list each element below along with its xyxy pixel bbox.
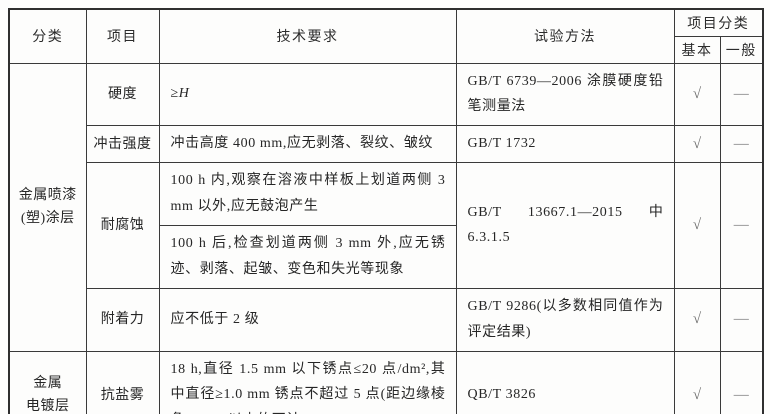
requirement-cell-hardness: ≥H: [158, 62, 457, 127]
header-basic: 基本: [673, 35, 721, 64]
category-cell-paint-coating: 金属喷漆 (塑)涂层: [8, 62, 87, 352]
method-cell-corrosion: GB/T 13667.1—2015 中 6.3.1.5: [455, 162, 675, 289]
header-general: 一般: [719, 35, 764, 64]
category-line: 金属喷漆: [18, 187, 77, 203]
method-cell-hardness: GB/T 6739—2006 涂膜硬度铅笔测量法: [455, 62, 675, 127]
general-dash-impact: —: [719, 125, 764, 164]
general-dash-adhesion: —: [719, 287, 764, 352]
header-item: 项目: [85, 8, 160, 64]
header-item-class: 项目分类: [673, 8, 764, 37]
requirement-cell-impact: 冲击高度 400 mm,应无剥落、裂纹、皱纹: [158, 125, 457, 164]
item-cell-corrosion: 耐腐蚀: [85, 162, 160, 289]
spec-table: 分类 项目 技术要求 试验方法 项目分类 基本 一般 金属喷漆 (塑)涂层 硬度…: [8, 8, 764, 414]
requirement-cell-adhesion: 应不低于 2 级: [158, 287, 457, 352]
geq-symbol: ≥: [170, 86, 179, 102]
basic-check-adhesion: √: [673, 287, 721, 352]
header-category: 分类: [8, 8, 87, 64]
basic-check-hardness: √: [673, 62, 721, 127]
header-requirement: 技术要求: [158, 8, 457, 64]
basic-check-impact: √: [673, 125, 721, 164]
general-dash-hardness: —: [719, 62, 764, 127]
method-cell-impact: GB/T 1732: [455, 125, 675, 164]
item-cell-salt-spray: 抗盐雾: [85, 350, 160, 414]
general-dash-corrosion: —: [719, 162, 764, 289]
category-line: 金属: [33, 376, 63, 392]
category-line: 电镀层: [26, 399, 70, 414]
basic-check-corrosion: √: [673, 162, 721, 289]
requirement-cell-salt-spray: 18 h,直径 1.5 mm 以下锈点≤20 点/dm²,其中直径≥1.0 mm…: [158, 350, 457, 414]
requirement-cell-corrosion-a: 100 h 内,观察在溶液中样板上划道两侧 3 mm 以外,应无鼓泡产生: [158, 162, 457, 226]
general-dash-salt-spray: —: [719, 350, 764, 414]
hardness-grade: H: [178, 86, 190, 102]
basic-check-salt-spray: √: [673, 350, 721, 414]
category-cell-electroplating: 金属 电镀层: [8, 350, 87, 414]
method-cell-adhesion: GB/T 9286(以多数相同值作为评定结果): [455, 287, 675, 352]
category-line: (塑)涂层: [20, 211, 75, 226]
item-cell-adhesion: 附着力: [85, 287, 160, 352]
item-cell-impact: 冲击强度: [85, 125, 160, 164]
requirement-cell-corrosion-b: 100 h 后,检查划道两侧 3 mm 外,应无锈迹、剥落、起皱、变色和失光等现…: [158, 224, 457, 289]
header-method: 试验方法: [455, 8, 675, 64]
method-cell-salt-spray: QB/T 3826: [455, 350, 675, 414]
item-cell-hardness: 硬度: [85, 62, 160, 127]
